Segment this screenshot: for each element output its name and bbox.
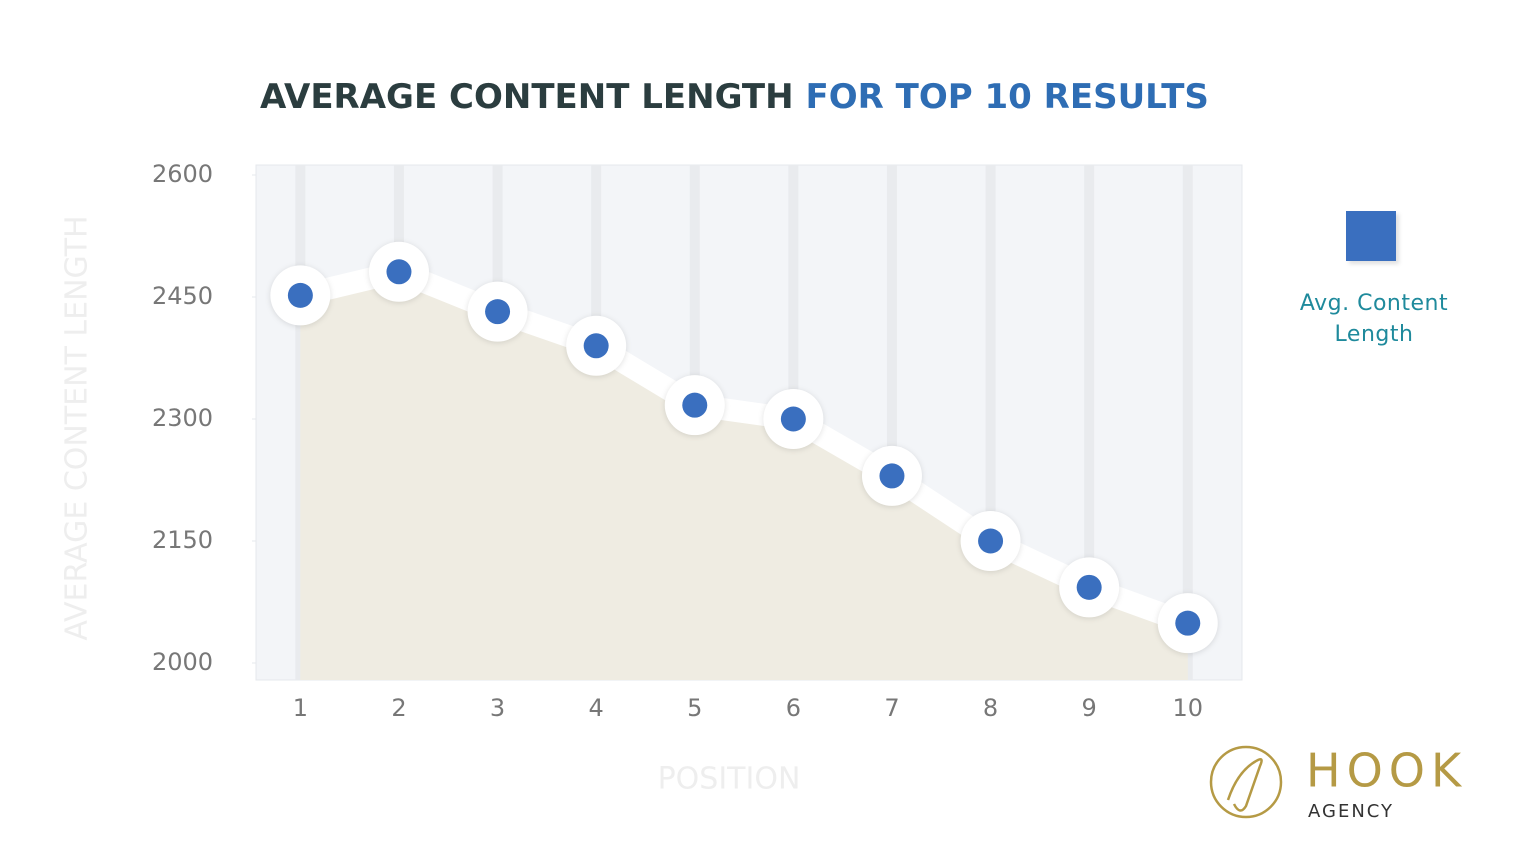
legend-label: Avg. Content Length [1299, 291, 1449, 347]
area [300, 271, 1188, 680]
logo-icon [1209, 745, 1283, 819]
x-tick-label: 4 [589, 694, 604, 722]
title-main: AVERAGE CONTENT LENGTH [260, 77, 794, 117]
marker [485, 299, 511, 325]
x-tick-label: 1 [293, 694, 308, 722]
column-stripe [985, 165, 996, 680]
y-tick-label: 2000 [152, 648, 213, 676]
y-axis-label: AVERAGE CONTENT LENGTH [60, 215, 95, 640]
marker [583, 333, 609, 359]
x-tick-label: 9 [1082, 694, 1097, 722]
column-stripe [1084, 165, 1095, 680]
marker [682, 392, 708, 418]
x-tick-label: 8 [983, 694, 998, 722]
logo-hook [1226, 758, 1263, 812]
column-stripe [1182, 165, 1193, 680]
x-tick-label: 7 [884, 694, 899, 722]
title-highlight: FOR TOP 10 RESULTS [806, 77, 1209, 117]
column-stripe [886, 165, 897, 680]
x-tick-label: 10 [1172, 694, 1203, 722]
marker [287, 282, 313, 308]
marker [1076, 574, 1102, 600]
logo-name: HOOK [1306, 744, 1467, 798]
x-tick-label: 3 [490, 694, 505, 722]
y-tick-label: 2150 [152, 526, 213, 554]
y-tick-label: 2450 [152, 282, 213, 310]
line [297, 260, 1192, 634]
y-tick-label: 2300 [152, 404, 213, 432]
x-axis-label: POSITION [658, 762, 801, 797]
marker [978, 528, 1004, 554]
marker [780, 406, 806, 432]
marker [386, 259, 412, 285]
x-tick-label: 2 [391, 694, 406, 722]
legend-swatch [1346, 211, 1396, 261]
logo-tagline: AGENCY [1308, 801, 1394, 822]
y-tick-label: 2600 [152, 160, 213, 188]
x-tick-label: 6 [786, 694, 801, 722]
x-tick-label: 5 [687, 694, 702, 722]
chart-title: AVERAGE CONTENT LENGTH FOR TOP 10 RESULTS [260, 77, 1209, 117]
plot [252, 165, 1218, 680]
marker [879, 463, 905, 489]
marker [1175, 610, 1201, 636]
